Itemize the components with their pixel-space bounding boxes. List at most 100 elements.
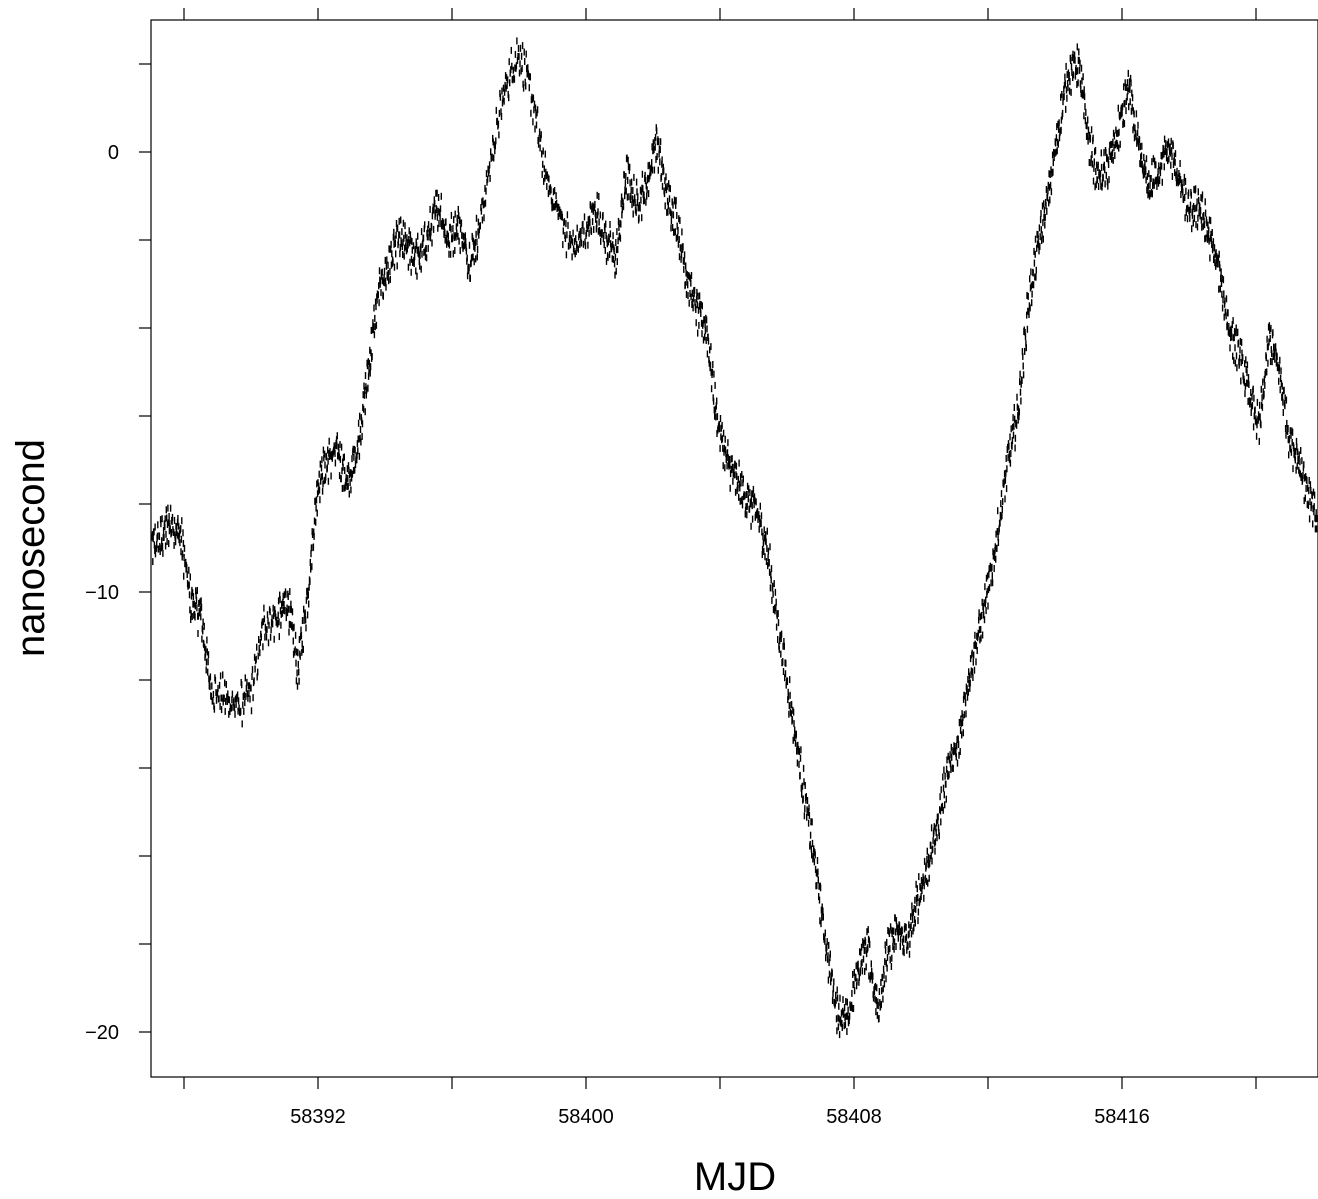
data-point [1030, 268, 1032, 276]
data-point [876, 984, 878, 992]
data-point [1149, 181, 1151, 189]
data-point [463, 233, 465, 241]
data-point [567, 221, 569, 229]
data-point [584, 242, 587, 250]
data-point [1106, 154, 1108, 162]
data-point [921, 886, 923, 894]
data-point [645, 182, 647, 190]
data-point [472, 253, 474, 261]
data-point [1112, 129, 1115, 137]
data-point [988, 584, 991, 592]
data-point [1137, 138, 1140, 146]
data-point [314, 497, 316, 505]
data-point [1065, 86, 1068, 94]
data-point [1263, 375, 1266, 383]
data-point [1176, 167, 1178, 175]
data-point [489, 174, 491, 182]
data-point [183, 554, 185, 561]
data-point [364, 372, 367, 379]
data-point [761, 545, 764, 553]
data-point [500, 113, 503, 120]
data-point [724, 464, 726, 472]
data-point [475, 230, 477, 238]
data-point [737, 475, 739, 483]
data-point [301, 617, 304, 624]
data-point [1274, 343, 1277, 351]
data-point [1131, 94, 1134, 102]
data-point [391, 260, 393, 268]
data-point [672, 211, 675, 219]
data-point [837, 1023, 840, 1031]
data-point [1062, 93, 1065, 101]
data-point [162, 549, 164, 557]
data-point [1208, 216, 1211, 224]
data-point [1061, 109, 1064, 117]
data-point [697, 292, 699, 300]
data-point [885, 959, 887, 967]
data-point [605, 232, 607, 240]
data-point [923, 882, 925, 890]
data-point [598, 218, 600, 226]
data-points [151, 37, 1318, 1039]
data-point [498, 131, 500, 139]
data-point [1194, 185, 1197, 193]
data-point [312, 543, 315, 551]
data-point [1010, 450, 1012, 457]
data-point [197, 630, 199, 637]
data-point [745, 503, 747, 511]
data-point [1250, 409, 1252, 416]
data-point [710, 385, 713, 393]
data-point [949, 751, 951, 759]
data-point [182, 540, 185, 547]
data-point [186, 571, 188, 578]
data-point [874, 995, 876, 1003]
data-point [852, 1005, 855, 1012]
data-point [1107, 182, 1109, 190]
data-point [506, 81, 508, 89]
data-point [277, 620, 279, 628]
data-point [1184, 177, 1187, 185]
data-point [634, 194, 636, 202]
data-point [666, 182, 668, 190]
data-point [1087, 126, 1090, 134]
data-point [1087, 137, 1089, 145]
data-point [832, 990, 834, 998]
data-point [1242, 354, 1244, 362]
y-tick-label: −20 [85, 1022, 119, 1044]
data-point [614, 253, 617, 261]
data-point [1049, 181, 1052, 189]
data-point [1030, 282, 1032, 290]
data-point [553, 203, 555, 211]
data-point [1113, 144, 1115, 152]
data-point [1064, 73, 1066, 81]
data-point [1077, 67, 1079, 75]
data-point [723, 444, 726, 452]
data-point [1179, 172, 1181, 180]
data-point [1133, 110, 1135, 118]
data-point [886, 938, 888, 946]
data-point [1273, 343, 1275, 351]
data-point [344, 467, 346, 474]
data-point [1189, 214, 1191, 222]
data-point [864, 967, 866, 975]
data-point [430, 223, 433, 231]
data-point [682, 243, 684, 251]
data-point [1245, 379, 1248, 387]
data-point [661, 182, 664, 190]
data-point [482, 201, 485, 209]
data-point [668, 180, 670, 188]
data-point [504, 72, 507, 80]
data-point [291, 622, 293, 629]
data-point [1178, 170, 1180, 177]
data-point [258, 636, 260, 643]
data-point [464, 232, 466, 240]
data-point [1289, 444, 1291, 452]
data-point [1225, 312, 1227, 320]
data-point [503, 88, 506, 96]
data-point [804, 782, 806, 789]
data-point [480, 207, 483, 215]
data-point [180, 535, 183, 543]
data-point [454, 210, 456, 218]
data-point [716, 397, 718, 405]
data-point [877, 1002, 879, 1009]
